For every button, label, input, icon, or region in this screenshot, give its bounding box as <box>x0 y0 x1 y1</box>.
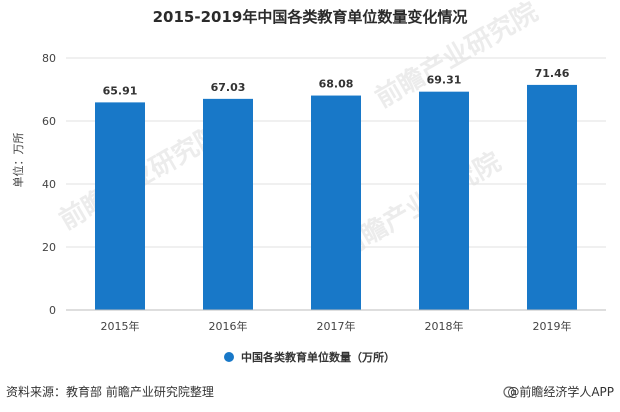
bar-series <box>95 84 577 311</box>
legend-marker <box>224 352 234 362</box>
y-axis-label: 单位：万所 <box>11 133 25 188</box>
brand-icon <box>503 386 515 398</box>
bar-value-label: 67.03 <box>211 81 246 94</box>
x-tick-label: 2017年 <box>317 319 356 333</box>
x-tick-label: 2015年 <box>101 319 140 333</box>
y-tick-label: 0 <box>49 304 56 317</box>
y-tick-label: 20 <box>42 241 56 254</box>
x-tick-label: 2019年 <box>533 319 572 333</box>
bar <box>311 95 361 310</box>
bar-value-label: 65.91 <box>103 84 138 97</box>
bar-value-label: 71.46 <box>535 67 570 80</box>
y-tick-label: 80 <box>42 52 56 65</box>
x-tick-label: 2018年 <box>425 319 464 333</box>
chart-title: 2015-2019年中国各类教育单位数量变化情况 <box>153 8 468 26</box>
y-axis-ticks: 0 20 40 60 80 <box>42 52 56 317</box>
x-tick-label: 2016年 <box>209 319 248 333</box>
bar-value-label: 69.31 <box>427 74 462 87</box>
bar <box>95 102 145 310</box>
brand-mark: @前瞻经济学人APP <box>503 384 614 399</box>
legend: 中国各类教育单位数量（万所） <box>224 350 395 364</box>
y-tick-label: 60 <box>42 115 56 128</box>
bar <box>203 98 253 310</box>
legend-label: 中国各类教育单位数量（万所） <box>241 350 395 364</box>
bar <box>527 84 577 310</box>
bar-value-label: 68.08 <box>319 78 354 91</box>
bar <box>419 91 469 311</box>
source-note: 资料来源：教育部 前瞻产业研究院整理 <box>6 384 214 399</box>
brand-text: @前瞻经济学人APP <box>507 384 614 399</box>
x-axis-ticks: 2015年 2016年 2017年 2018年 2019年 <box>101 319 572 333</box>
data-labels: 65.91 67.03 68.08 69.31 71.46 <box>103 67 570 97</box>
y-tick-label: 40 <box>42 178 56 191</box>
